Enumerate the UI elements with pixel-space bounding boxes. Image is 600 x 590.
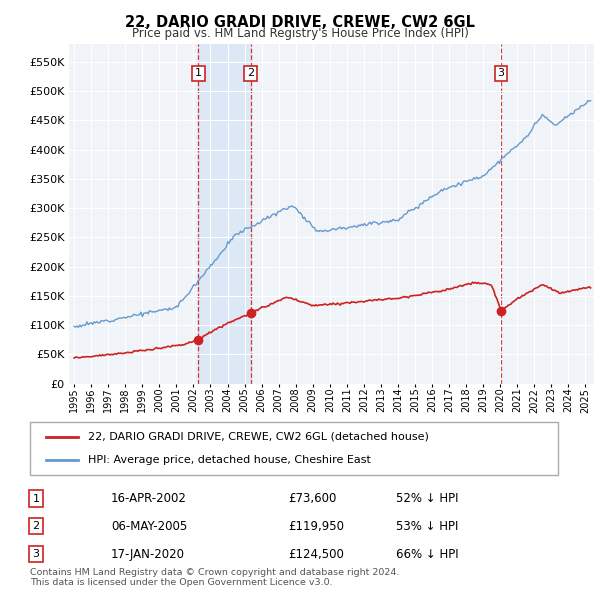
Text: 1: 1 bbox=[32, 494, 40, 503]
FancyBboxPatch shape bbox=[30, 422, 558, 475]
Text: Price paid vs. HM Land Registry's House Price Index (HPI): Price paid vs. HM Land Registry's House … bbox=[131, 27, 469, 40]
Text: Contains HM Land Registry data © Crown copyright and database right 2024.: Contains HM Land Registry data © Crown c… bbox=[30, 568, 400, 577]
Text: 17-JAN-2020: 17-JAN-2020 bbox=[111, 548, 185, 560]
Text: £124,500: £124,500 bbox=[288, 548, 344, 560]
Text: 66% ↓ HPI: 66% ↓ HPI bbox=[396, 548, 458, 560]
Text: 3: 3 bbox=[497, 68, 505, 78]
Text: 52% ↓ HPI: 52% ↓ HPI bbox=[396, 492, 458, 505]
Bar bbox=[199, 44, 251, 384]
Text: 06-MAY-2005: 06-MAY-2005 bbox=[111, 520, 187, 533]
Text: 16-APR-2002: 16-APR-2002 bbox=[111, 492, 187, 505]
Text: £119,950: £119,950 bbox=[288, 520, 344, 533]
Text: 2: 2 bbox=[32, 522, 40, 531]
Text: 22, DARIO GRADI DRIVE, CREWE, CW2 6GL: 22, DARIO GRADI DRIVE, CREWE, CW2 6GL bbox=[125, 15, 475, 30]
Text: £73,600: £73,600 bbox=[288, 492, 337, 505]
Text: 22, DARIO GRADI DRIVE, CREWE, CW2 6GL (detached house): 22, DARIO GRADI DRIVE, CREWE, CW2 6GL (d… bbox=[88, 432, 429, 442]
Text: 2: 2 bbox=[247, 68, 254, 78]
Text: 53% ↓ HPI: 53% ↓ HPI bbox=[396, 520, 458, 533]
Text: This data is licensed under the Open Government Licence v3.0.: This data is licensed under the Open Gov… bbox=[30, 578, 332, 587]
Text: 1: 1 bbox=[195, 68, 202, 78]
Text: HPI: Average price, detached house, Cheshire East: HPI: Average price, detached house, Ches… bbox=[88, 455, 371, 465]
Text: 3: 3 bbox=[32, 549, 40, 559]
